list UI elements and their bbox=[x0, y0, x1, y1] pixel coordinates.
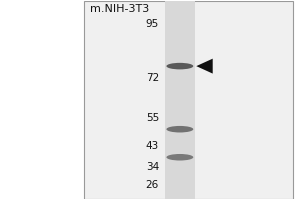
Text: 72: 72 bbox=[146, 73, 159, 83]
Text: m.NIH-3T3: m.NIH-3T3 bbox=[90, 4, 149, 14]
Text: 43: 43 bbox=[146, 141, 159, 151]
Text: 34: 34 bbox=[146, 162, 159, 172]
FancyBboxPatch shape bbox=[84, 1, 293, 199]
Text: 55: 55 bbox=[146, 113, 159, 123]
Text: 26: 26 bbox=[146, 180, 159, 190]
Ellipse shape bbox=[167, 154, 193, 161]
Ellipse shape bbox=[167, 63, 193, 69]
Polygon shape bbox=[196, 59, 213, 74]
Ellipse shape bbox=[167, 126, 193, 132]
Text: 95: 95 bbox=[146, 19, 159, 29]
Bar bbox=[165, 1, 195, 199]
